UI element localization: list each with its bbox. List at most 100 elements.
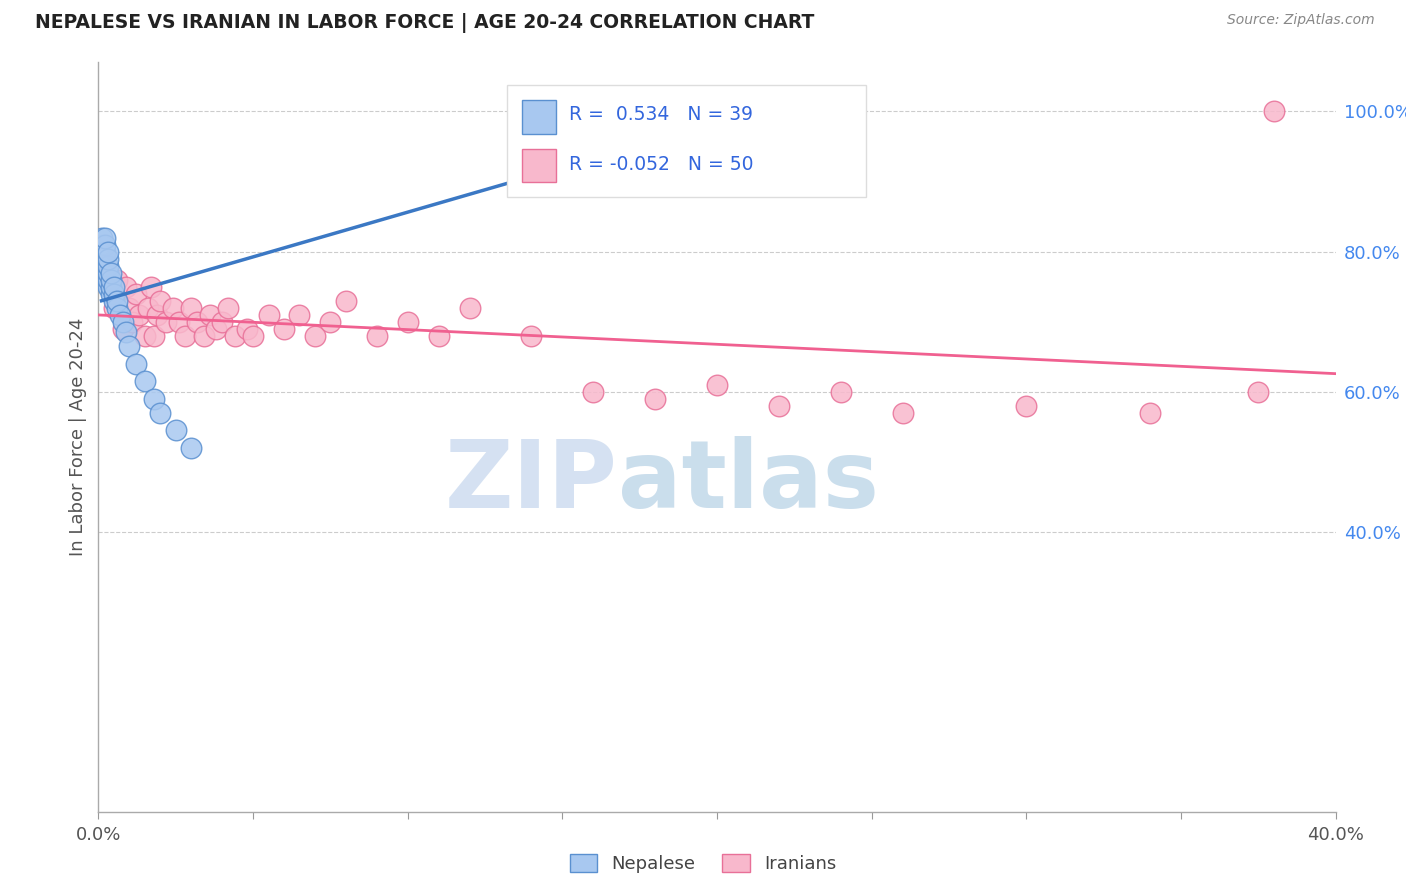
Point <box>124 357 146 371</box>
Point <box>103 301 125 315</box>
Point <box>644 392 666 406</box>
Point <box>128 308 150 322</box>
Point <box>167 314 190 328</box>
Point <box>103 293 125 308</box>
Text: R = -0.052   N = 50: R = -0.052 N = 50 <box>568 155 754 174</box>
Point <box>93 252 115 266</box>
Point <box>105 293 128 308</box>
Point <box>257 308 280 322</box>
Point <box>1015 399 1038 413</box>
Point <box>118 301 141 315</box>
Point <box>427 328 450 343</box>
Text: ZIP: ZIP <box>446 436 619 528</box>
Point <box>105 272 128 286</box>
Point <box>205 321 228 335</box>
Point <box>97 272 120 286</box>
Point <box>396 314 419 328</box>
Point <box>93 272 115 286</box>
Point <box>1139 406 1161 420</box>
Point <box>366 328 388 343</box>
Point <box>115 279 138 293</box>
Bar <box>522 149 557 182</box>
Point <box>768 399 790 413</box>
Point <box>93 230 115 244</box>
Point <box>582 104 605 119</box>
Point <box>93 244 115 259</box>
Text: R =  0.534   N = 39: R = 0.534 N = 39 <box>568 105 752 124</box>
Point <box>136 301 159 315</box>
Y-axis label: In Labor Force | Age 20-24: In Labor Force | Age 20-24 <box>69 318 87 557</box>
Point <box>1263 104 1285 119</box>
Point <box>100 266 122 280</box>
Point <box>149 293 172 308</box>
Point <box>97 279 120 293</box>
Point <box>288 308 311 322</box>
Bar <box>522 100 557 134</box>
Point <box>108 308 131 322</box>
Point <box>180 441 202 455</box>
Point <box>100 279 122 293</box>
Text: Source: ZipAtlas.com: Source: ZipAtlas.com <box>1227 13 1375 28</box>
Point <box>100 272 122 286</box>
Point <box>112 314 135 328</box>
Point <box>180 301 202 315</box>
Point <box>97 244 120 259</box>
Point <box>115 325 138 339</box>
Point <box>304 328 326 343</box>
Point <box>124 286 146 301</box>
Point <box>134 374 156 388</box>
Point <box>90 244 112 259</box>
Point <box>139 279 162 293</box>
Point <box>273 321 295 335</box>
Legend: Nepalese, Iranians: Nepalese, Iranians <box>564 849 842 879</box>
Point <box>198 308 221 322</box>
Point <box>103 286 125 301</box>
Point <box>567 104 589 119</box>
Point <box>146 308 169 322</box>
Text: atlas: atlas <box>619 436 879 528</box>
Point <box>90 237 112 252</box>
Point <box>93 266 115 280</box>
Point <box>93 259 115 273</box>
Point <box>143 328 166 343</box>
Point <box>105 301 128 315</box>
Point <box>319 314 342 328</box>
Point <box>143 392 166 406</box>
Point <box>211 314 233 328</box>
Point <box>582 384 605 399</box>
Point <box>97 266 120 280</box>
Point <box>242 328 264 343</box>
Point <box>174 328 197 343</box>
Text: NEPALESE VS IRANIAN IN LABOR FORCE | AGE 20-24 CORRELATION CHART: NEPALESE VS IRANIAN IN LABOR FORCE | AGE… <box>35 13 814 33</box>
Point <box>224 328 246 343</box>
Point <box>100 272 122 286</box>
Point <box>1247 384 1270 399</box>
Point <box>97 252 120 266</box>
Point <box>118 339 141 353</box>
Point <box>93 237 115 252</box>
Point <box>458 301 481 315</box>
Point <box>162 301 184 315</box>
FancyBboxPatch shape <box>506 85 866 197</box>
Point <box>891 406 914 420</box>
Point <box>520 328 543 343</box>
Point <box>335 293 357 308</box>
Point <box>100 286 122 301</box>
Point <box>217 301 239 315</box>
Point <box>121 314 143 328</box>
Point <box>236 321 259 335</box>
Point <box>103 279 125 293</box>
Point <box>112 321 135 335</box>
Point <box>155 314 177 328</box>
Point <box>90 230 112 244</box>
Point <box>186 314 208 328</box>
Point <box>90 252 112 266</box>
Point <box>134 328 156 343</box>
Point <box>830 384 852 399</box>
Point <box>97 259 120 273</box>
Point <box>193 328 215 343</box>
Point <box>706 377 728 392</box>
Point <box>149 406 172 420</box>
Point <box>165 423 187 437</box>
Point <box>90 259 112 273</box>
